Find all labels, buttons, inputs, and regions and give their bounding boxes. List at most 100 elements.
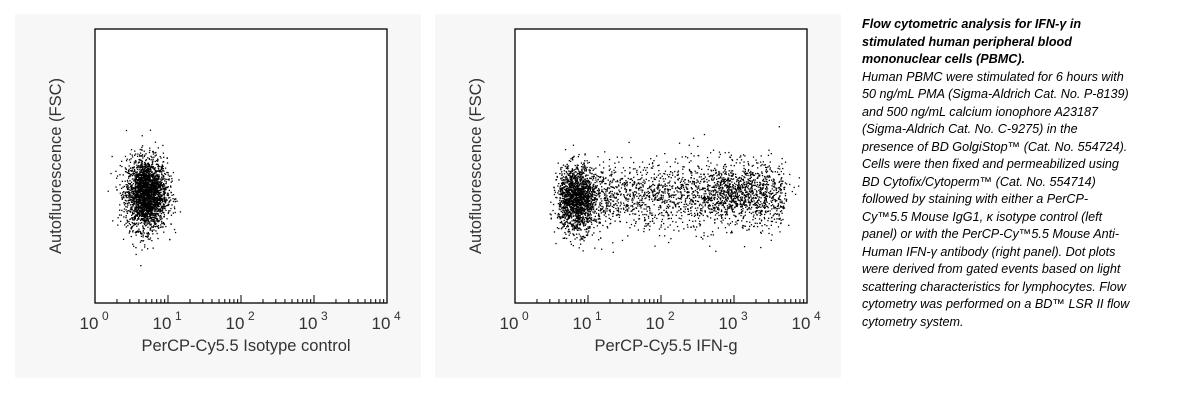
event-dot bbox=[171, 194, 173, 196]
event-dot bbox=[676, 202, 679, 204]
event-dot bbox=[626, 221, 628, 224]
event-dot bbox=[157, 177, 159, 180]
event-dot bbox=[573, 228, 576, 230]
event-dot bbox=[586, 215, 589, 217]
event-dot bbox=[569, 196, 571, 198]
event-dot bbox=[566, 198, 568, 201]
event-dot bbox=[577, 206, 579, 208]
event-dot bbox=[153, 215, 155, 217]
event-dot bbox=[147, 183, 150, 185]
event-dot bbox=[160, 224, 162, 226]
event-dot bbox=[570, 181, 572, 183]
x-tick-exponent: 4 bbox=[394, 309, 401, 323]
event-dot bbox=[143, 186, 146, 188]
plot-area bbox=[515, 29, 807, 303]
event-dot bbox=[558, 193, 560, 195]
event-dot bbox=[150, 202, 152, 204]
event-dot bbox=[575, 183, 577, 185]
event-dot bbox=[126, 179, 129, 182]
event-dot bbox=[144, 192, 146, 195]
event-dot bbox=[576, 228, 578, 230]
event-dot bbox=[578, 202, 580, 205]
event-dot bbox=[683, 194, 685, 196]
event-dot bbox=[611, 205, 613, 208]
event-dot bbox=[607, 203, 609, 205]
event-dot bbox=[156, 197, 158, 200]
event-dot bbox=[133, 213, 135, 215]
event-dot bbox=[149, 199, 151, 201]
event-dot bbox=[703, 199, 706, 201]
event-dot bbox=[571, 200, 573, 202]
event-dot bbox=[140, 175, 142, 177]
event-dot bbox=[669, 180, 671, 182]
event-dot bbox=[156, 192, 158, 194]
event-dot bbox=[580, 217, 582, 219]
event-dot bbox=[153, 203, 155, 205]
event-dot bbox=[132, 199, 134, 202]
event-dot bbox=[588, 198, 590, 200]
event-dot bbox=[146, 183, 148, 185]
event-dot bbox=[593, 226, 595, 229]
event-dot bbox=[562, 214, 564, 216]
event-dot bbox=[592, 179, 594, 181]
event-dot bbox=[148, 164, 151, 166]
event-dot bbox=[579, 222, 581, 224]
event-dot bbox=[591, 194, 594, 196]
event-dot bbox=[594, 204, 596, 206]
event-dot bbox=[616, 179, 619, 182]
event-dot bbox=[654, 194, 657, 196]
event-dot bbox=[159, 169, 161, 172]
event-dot bbox=[174, 198, 176, 200]
event-dot bbox=[581, 196, 584, 198]
event-dot bbox=[570, 180, 573, 182]
event-dot bbox=[147, 169, 149, 171]
event-dot bbox=[747, 196, 749, 198]
event-dot bbox=[588, 207, 590, 209]
event-dot bbox=[578, 153, 580, 156]
event-dot bbox=[574, 204, 576, 206]
event-dot bbox=[147, 198, 149, 200]
event-dot bbox=[755, 197, 757, 199]
event-dot bbox=[133, 170, 136, 172]
event-dot bbox=[629, 172, 631, 175]
event-dot bbox=[125, 171, 127, 173]
event-dot bbox=[129, 167, 132, 169]
event-dot bbox=[560, 210, 562, 213]
event-dot bbox=[573, 208, 575, 210]
event-dot bbox=[129, 161, 132, 163]
event-dot bbox=[138, 228, 140, 230]
event-dot bbox=[575, 233, 578, 235]
event-dot bbox=[144, 154, 146, 156]
event-dot bbox=[692, 194, 694, 196]
event-dot bbox=[138, 183, 140, 185]
event-dot bbox=[163, 156, 165, 158]
event-dot bbox=[716, 201, 719, 203]
event-dot bbox=[667, 207, 670, 209]
event-dot bbox=[139, 219, 142, 221]
event-dot bbox=[574, 192, 576, 194]
event-dot bbox=[120, 214, 122, 216]
event-dot bbox=[570, 190, 573, 192]
event-dot bbox=[130, 235, 132, 238]
event-dot bbox=[132, 187, 134, 189]
event-dot bbox=[568, 217, 571, 219]
event-dot bbox=[648, 187, 650, 189]
event-dot bbox=[584, 236, 586, 239]
event-dot bbox=[145, 206, 147, 208]
event-dot bbox=[575, 226, 577, 228]
event-dot bbox=[149, 149, 151, 152]
event-dot bbox=[586, 218, 588, 220]
event-dot bbox=[132, 202, 134, 204]
event-dot bbox=[172, 171, 175, 174]
event-dot bbox=[156, 190, 158, 192]
event-dot bbox=[703, 178, 705, 180]
event-dot bbox=[583, 221, 585, 223]
event-dot bbox=[587, 199, 589, 201]
event-dot bbox=[149, 228, 151, 230]
event-dot bbox=[137, 166, 140, 168]
event-dot bbox=[552, 209, 554, 212]
event-dot bbox=[745, 190, 747, 192]
event-dot bbox=[567, 179, 569, 181]
event-dot bbox=[570, 188, 572, 190]
event-dot bbox=[731, 230, 733, 232]
